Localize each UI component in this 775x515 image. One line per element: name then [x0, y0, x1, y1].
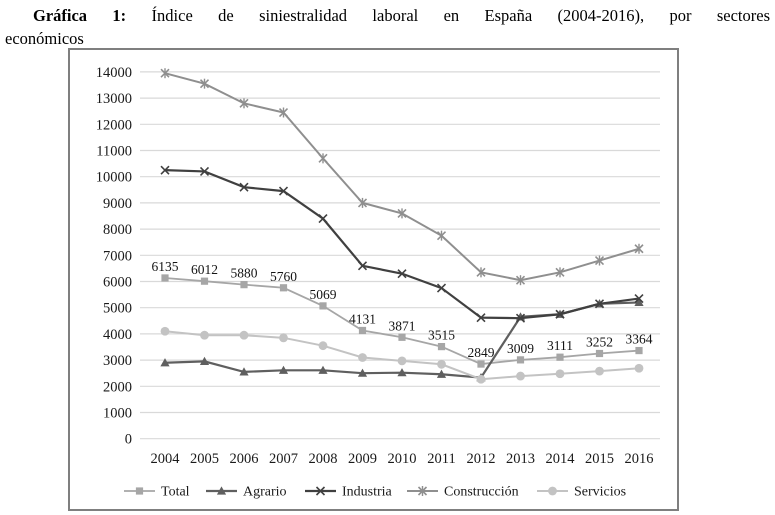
series-total-data-labels: 6135 6012 5880 5760 5069 4131 3871 3515 2849 3009…: [152, 259, 653, 360]
legend-label: Total: [161, 485, 190, 500]
data-label: 3252: [586, 334, 613, 349]
y-tick-label: 13000: [96, 91, 132, 107]
data-label: 5760: [270, 269, 297, 284]
gridlines: [140, 71, 660, 440]
y-tick-label: 11000: [96, 144, 132, 160]
series-construccion: [160, 68, 644, 286]
x-tick-label: 2010: [388, 451, 417, 467]
legend: Total Agrario Industria Construcción Servici…: [124, 485, 626, 500]
legend-item-industria: Industria: [305, 485, 393, 500]
y-tick-label: 3000: [103, 353, 132, 369]
data-label: 3871: [389, 318, 416, 333]
legend-item-servicios: Servicios: [537, 485, 626, 500]
legend-item-agrario: Agrario: [206, 485, 287, 500]
legend-label: Servicios: [574, 485, 626, 500]
x-tick-label: 2009: [348, 451, 377, 467]
x-tick-label: 2008: [309, 451, 338, 467]
line-chart-canvas: 0 1000 2000 3000 4000 5000 6000 7000 8000 9000 100…: [96, 65, 660, 500]
data-label: 3009: [507, 341, 534, 356]
chart: 0 1000 2000 3000 4000 5000 6000 7000 8000 9000 100…: [68, 48, 679, 511]
legend-item-construccion: Construcción: [407, 485, 519, 500]
data-label: 2849: [468, 345, 495, 360]
series-servicios: [160, 326, 644, 384]
y-tick-label: 6000: [103, 275, 132, 291]
x-tick-label: 2006: [230, 451, 259, 467]
data-label: 6012: [191, 262, 218, 277]
x-tick-label: 2012: [467, 451, 496, 467]
x-tick-label: 2015: [585, 451, 614, 467]
data-label: 3111: [547, 338, 573, 353]
x-axis-labels: 2004 2005 2006 2007 2008 2009 2010 2011 2012 2013…: [151, 451, 654, 467]
y-axis-labels: 0 1000 2000 3000 4000 5000 6000 7000 8000 9000 100…: [96, 65, 132, 448]
x-tick-label: 2004: [151, 451, 181, 467]
y-tick-label: 14000: [96, 65, 132, 81]
data-label: 3515: [428, 328, 455, 343]
series-industria-line: [164, 169, 640, 320]
x-tick-label: 2013: [506, 451, 535, 467]
series-total: [161, 274, 643, 368]
x-tick-label: 2016: [625, 451, 654, 467]
y-tick-label: 9000: [103, 196, 132, 212]
x-tick-label: 2014: [546, 451, 576, 467]
figure-number: Gráfica 1:: [33, 6, 127, 25]
x-tick-label: 2005: [190, 451, 219, 467]
legend-item-total: Total: [124, 485, 190, 500]
series-industria: [160, 165, 644, 323]
data-label: 4131: [349, 311, 376, 326]
y-tick-label: 8000: [103, 222, 132, 238]
figure-caption-line1: Gráfica 1: Índice de siniestralidad labo…: [5, 4, 770, 27]
y-tick-label: 4000: [103, 327, 132, 343]
figure-caption-line2: económicos: [5, 29, 84, 48]
x-tick-label: 2011: [427, 451, 455, 467]
y-tick-label: 5000: [103, 301, 132, 317]
data-label: 6135: [152, 259, 179, 274]
y-tick-label: 0: [125, 432, 132, 448]
legend-label: Construcción: [444, 485, 519, 500]
legend-label: Industria: [342, 485, 393, 500]
y-tick-label: 1000: [103, 406, 132, 422]
y-tick-label: 10000: [96, 170, 132, 186]
figure-caption: Gráfica 1: Índice de siniestralidad labo…: [5, 4, 770, 50]
y-tick-label: 7000: [103, 248, 132, 264]
legend-label: Agrario: [243, 485, 287, 500]
figure-title-text: Índice de siniestralidad laboral en Espa…: [151, 6, 771, 25]
data-label: 5880: [231, 266, 258, 281]
y-tick-label: 2000: [103, 379, 132, 395]
y-tick-label: 12000: [96, 117, 132, 133]
data-label: 3364: [626, 332, 653, 347]
data-label: 5069: [310, 287, 337, 302]
x-tick-label: 2007: [269, 451, 298, 467]
